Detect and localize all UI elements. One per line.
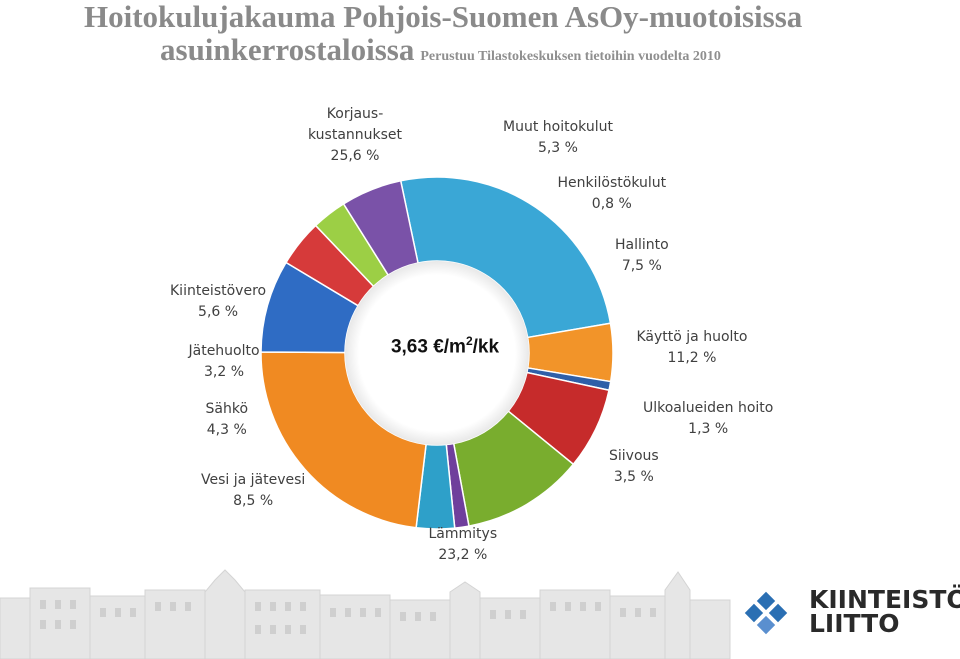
slice-label-7: Lämmitys 23,2 % (429, 524, 498, 566)
slice-label-name-5: Ulkoalueiden hoito (643, 400, 774, 416)
slice-label-value-4: 11,2 % (667, 350, 717, 366)
slice-label-value-5: 1,3 % (688, 421, 729, 437)
center-unit-suffix: /kk (472, 336, 500, 358)
chart-title-line1: Hoitokulujakauma Pohjois-Suomen AsOy-muo… (84, 0, 803, 34)
center-total-label: 3,63 €/m2/kk (360, 334, 530, 358)
slice-label-2: Henkilöstökulut 0,8 % (558, 173, 667, 215)
logo-line1: KIINTEISTÖ (809, 585, 960, 614)
slice-label-value-11: 5,6 % (198, 304, 239, 320)
building-skyline-illustration (0, 569, 731, 659)
chart-subtitle: Perustuu Tilastokeskuksen tietoihin vuod… (420, 49, 721, 64)
slice-label-name-8: Vesi ja jätevesi (201, 472, 306, 488)
slice-label-5: Ulkoalueiden hoito 1,3 % (643, 398, 773, 440)
center-value: 3,63 €/m (390, 336, 466, 358)
slice-label-8: Vesi ja jätevesi 8,5 % (201, 470, 305, 512)
slice-label-value-7: 23,2 % (438, 547, 488, 563)
logo-diamond-icon (744, 591, 788, 635)
slice-label-value-3: 7,5 % (621, 258, 662, 274)
slice-label-value-0: 25,6 % (330, 148, 380, 164)
slice-label-6: Siivous 3,5 % (609, 446, 659, 488)
donut-slices (260, 176, 614, 530)
slice-label-4: Käyttö ja huolto 11,2 % (637, 327, 748, 369)
kiinteistoliitto-logo: KIINTEISTÖ LIITTO (735, 586, 960, 640)
slice-label-name-11: Kiinteistövero (170, 283, 267, 299)
slice-label-3: Hallinto 7,5 % (615, 235, 669, 277)
slice-label-0: Korjaus- kustannukset 25,6 % (308, 104, 402, 167)
slice-label-name-3: Hallinto (615, 237, 669, 253)
slice-label-value-10: 3,2 % (204, 364, 245, 380)
chart-title-line2-text: asuinkerrostaloissa (160, 32, 415, 67)
slice-label-name-6: Siivous (609, 448, 659, 464)
skyline-windows (40, 600, 656, 634)
slice-label-9: Sähkö 4,3 % (206, 399, 249, 441)
center-superscript: 2 (465, 334, 473, 348)
slice-label-value-6: 3,5 % (613, 469, 654, 485)
slice-label-name-4: Käyttö ja huolto (636, 329, 748, 345)
slice-label-name-9: Sähkö (205, 401, 249, 417)
slice-label-value-8: 8,5 % (233, 493, 274, 509)
slice-label-value-2: 0,8 % (591, 196, 632, 212)
slice-label-name-7: Lämmitys (428, 526, 498, 542)
logo-wordmark: KIINTEISTÖ LIITTO (809, 585, 960, 638)
slice-label-value-9: 4,3 % (206, 422, 247, 438)
chart-title-line2: asuinkerrostaloissa Perustuu Tilastokesku… (160, 33, 954, 74)
slice-label-11: Kiinteistövero 5,6 % (170, 281, 266, 323)
slice-label-name-10: Jätehuolto (188, 343, 260, 359)
slice-label-name-0: Korjaus- kustannukset (308, 106, 403, 143)
slice-label-10: Jätehuolto 3,2 % (189, 341, 260, 383)
slice-label-value-1: 5,3 % (537, 140, 578, 156)
donut-hole (345, 261, 529, 445)
chart-title-block: Hoitokulujakauma Pohjois-Suomen AsOy-muo… (84, 0, 954, 74)
logo-line2: LIITTO (809, 609, 900, 638)
slice-label-name-1: Muut hoitokulut (503, 119, 613, 135)
slice-label-name-2: Henkilöstökulut (557, 175, 667, 191)
slice-label-1: Muut hoitokulut 5,3 % (503, 117, 613, 159)
